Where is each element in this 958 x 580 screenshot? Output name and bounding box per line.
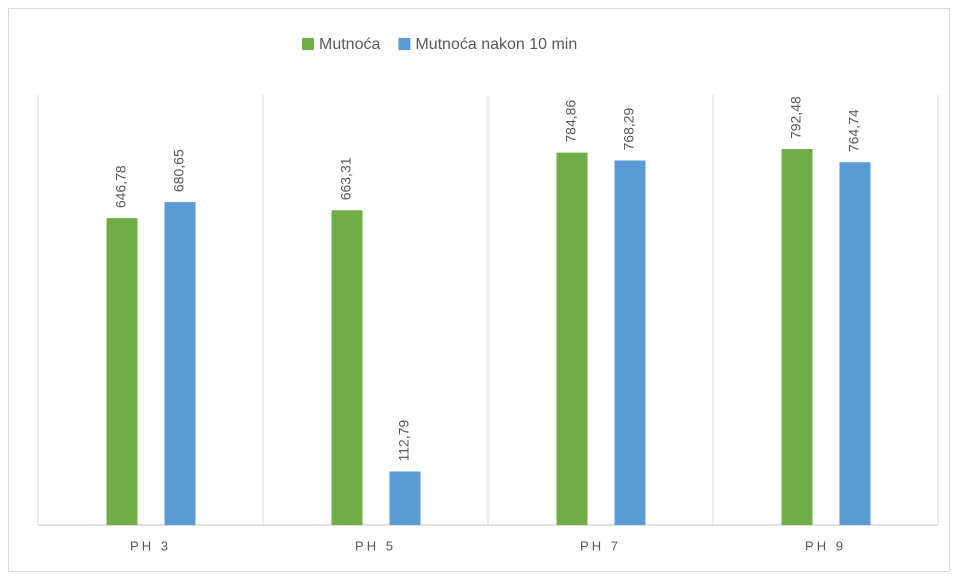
bar bbox=[331, 210, 363, 525]
x-tick-label: PH 3 bbox=[130, 538, 171, 553]
bar bbox=[781, 149, 813, 525]
bar bbox=[614, 160, 646, 525]
x-tick-label: PH 5 bbox=[355, 538, 396, 553]
x-tick-label: PH 7 bbox=[580, 538, 621, 553]
data-label: 768,29 bbox=[621, 107, 637, 150]
legend-swatch bbox=[398, 38, 411, 50]
data-label: 663,31 bbox=[338, 157, 354, 200]
data-label: 784,86 bbox=[563, 100, 579, 143]
bar bbox=[164, 202, 196, 525]
data-label: 764,74 bbox=[846, 109, 862, 152]
bar bbox=[106, 218, 138, 525]
legend-label: Mutnoća bbox=[319, 36, 380, 53]
bar bbox=[556, 152, 588, 525]
x-tick-label: PH 9 bbox=[805, 538, 846, 553]
bar bbox=[389, 471, 421, 525]
bar bbox=[839, 162, 871, 526]
data-label: 680,65 bbox=[171, 149, 187, 192]
legend-swatch bbox=[302, 38, 314, 50]
data-label: 792,48 bbox=[788, 96, 804, 139]
data-label: 646,78 bbox=[113, 165, 129, 208]
data-label: 112,79 bbox=[396, 419, 412, 461]
legend-label: Mutnoća nakon 10 min bbox=[415, 36, 577, 53]
